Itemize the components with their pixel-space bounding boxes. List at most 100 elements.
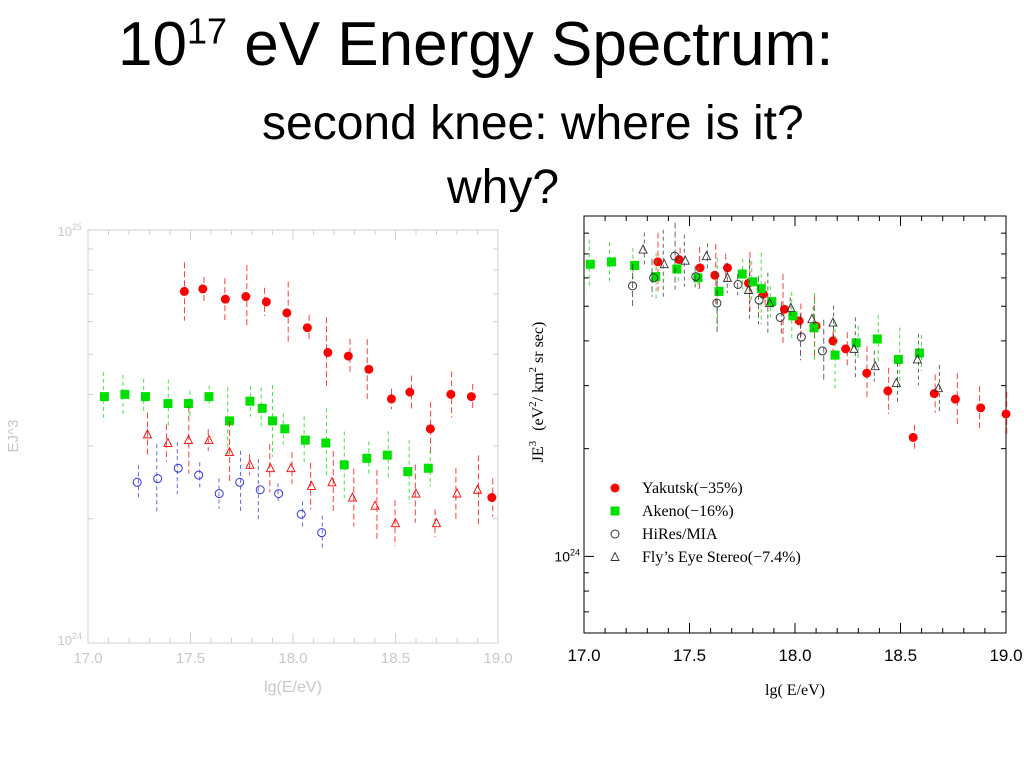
left-data-point — [446, 389, 456, 399]
right-data-point — [841, 344, 851, 354]
right-x-tick-label: 17.0 — [567, 646, 600, 665]
right-data-point — [870, 360, 880, 371]
left-data-point — [343, 351, 353, 361]
left-x-tick-label: 17.0 — [73, 650, 102, 667]
right-data-point — [849, 343, 859, 353]
left-data-point — [452, 488, 462, 498]
title-exponent: 17 — [186, 10, 228, 52]
left-data-point — [163, 437, 173, 447]
right-data-point — [828, 336, 838, 346]
left-data-point — [280, 424, 290, 434]
right-data-point — [743, 284, 754, 294]
title-line-2: second knee: where is it? — [262, 97, 804, 150]
right-y-label-units-a: (eV — [530, 406, 547, 430]
right-data-point — [809, 323, 819, 333]
left-y-tick-base: 10 — [58, 633, 72, 648]
right-data-point — [914, 348, 924, 358]
right-data-point — [872, 334, 882, 344]
right-y-axis-label: JE3(eV2/ km2sr sec) — [527, 322, 547, 463]
left-x-tick-label: 18.5 — [381, 650, 410, 667]
right-y-tick-base: 10 — [554, 548, 570, 564]
left-data-point — [364, 364, 374, 374]
right-data-point — [649, 273, 659, 283]
left-data-point — [241, 292, 251, 302]
right-y-tick-exp: 24 — [570, 547, 580, 557]
right-data-point — [638, 244, 648, 254]
left-data-point — [286, 462, 296, 473]
left-data-point — [245, 396, 255, 406]
legend-label: HiRes/MIA — [642, 526, 718, 543]
right-data-point — [712, 298, 722, 308]
left-data-point — [99, 392, 109, 402]
right-data-point — [830, 350, 840, 360]
right-data-point — [1001, 409, 1011, 419]
left-data-point — [198, 284, 208, 294]
right-data-point — [693, 273, 703, 283]
right-data-point — [828, 317, 838, 327]
left-data-point — [224, 416, 234, 426]
right-data-point — [933, 382, 944, 393]
right-data-point — [796, 332, 806, 342]
left-data-point — [472, 484, 483, 494]
left-data-point — [179, 286, 189, 296]
title-rest: eV Energy Spectrum: — [227, 10, 834, 79]
left-x-tick-label: 17.5 — [176, 650, 205, 667]
legend: Yakutsk(−35%) Akeno(−16%) HiRes/MIA Fly’s E… — [610, 480, 801, 566]
left-x-tick-label: 19.0 — [483, 650, 512, 667]
left-data-point — [411, 488, 421, 498]
right-x-tick-label: 18.5 — [884, 646, 917, 665]
left-y-axis-label: EJ^3 — [5, 420, 22, 453]
right-y-label-units-a-sup: 2 — [527, 401, 539, 407]
right-data-point — [775, 312, 785, 322]
left-data-point — [132, 477, 142, 487]
right-y-label-base: JE — [530, 446, 547, 462]
right-data-point — [722, 272, 733, 282]
left-data-point — [386, 394, 396, 404]
right-data-point — [764, 297, 775, 308]
right-data-point — [862, 368, 872, 378]
left-data-point — [204, 434, 214, 445]
right-data-point — [883, 386, 893, 396]
left-data-point — [317, 528, 327, 538]
right-data-point — [691, 272, 701, 282]
right-data-point — [908, 432, 918, 442]
left-data-point — [306, 480, 317, 490]
left-data-point — [163, 399, 173, 409]
left-y-tick-exp: 24 — [72, 631, 82, 641]
right-data-point — [912, 353, 923, 364]
right-y-label-units-b: / km — [530, 372, 547, 401]
legend-marker — [610, 506, 620, 516]
right-data-point — [786, 302, 796, 312]
left-data-point — [265, 462, 276, 473]
left-data-point — [268, 416, 277, 426]
right-x-axis-label: lg( E/eV) — [765, 682, 825, 699]
left-data-point — [153, 474, 163, 484]
left-data-point — [220, 294, 230, 304]
legend-marker — [610, 529, 620, 539]
right-data-point — [950, 394, 960, 404]
left-data-point — [257, 403, 267, 413]
right-data-point — [606, 257, 616, 267]
left-data-point — [347, 492, 358, 502]
left-data-point — [235, 477, 245, 487]
left-data-point — [183, 434, 194, 445]
left-data-point — [255, 485, 265, 495]
left-data-point — [173, 463, 183, 473]
right-plot-frame — [583, 215, 1007, 634]
right-data-point — [722, 263, 732, 273]
left-data-point — [362, 453, 372, 463]
right-y-label-units-c: sr sec) — [530, 322, 547, 363]
left-data-point — [425, 424, 435, 434]
left-data-point — [382, 450, 392, 460]
right-data-point — [754, 295, 764, 305]
right-data-point — [651, 272, 661, 282]
left-data-point — [487, 493, 497, 503]
left-data-point — [323, 348, 333, 358]
right-data-point — [585, 259, 595, 269]
left-data-point — [390, 517, 401, 528]
legend-marker — [610, 551, 620, 561]
right-data-point — [929, 389, 939, 399]
left-data-point — [403, 467, 413, 477]
